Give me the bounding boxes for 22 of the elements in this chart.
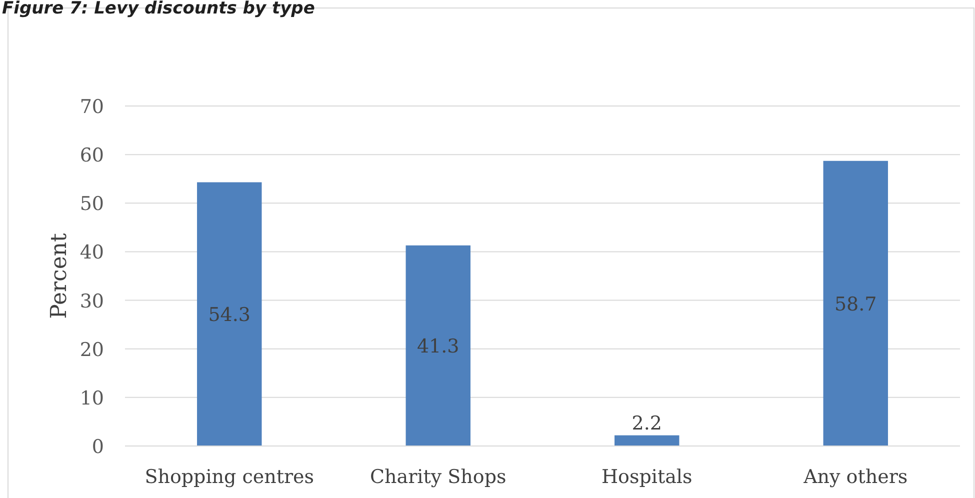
- data-label: 58.7: [834, 293, 877, 316]
- data-label: 41.3: [416, 336, 460, 358]
- y-tick-label: 40: [80, 242, 104, 264]
- y-tick-label: 70: [80, 96, 104, 118]
- data-label: 54.3: [208, 304, 251, 326]
- x-tick-label: Any others: [802, 466, 908, 488]
- chart-title: Figure 7: Levy discounts by type: [2, 0, 315, 19]
- bar: [823, 160, 888, 446]
- y-tick-label: 50: [80, 193, 104, 216]
- y-axis-title: Percent: [47, 232, 72, 319]
- bar: [197, 182, 262, 446]
- x-tick-label: Hospitals: [601, 466, 692, 488]
- y-tick-label: 20: [80, 338, 104, 361]
- y-tick-label: 10: [80, 387, 104, 410]
- data-label: 2.2: [632, 412, 662, 434]
- x-tick-label: Charity Shops: [370, 466, 506, 488]
- bar: [614, 435, 680, 446]
- y-tick-label: 60: [80, 144, 104, 167]
- bar: [406, 245, 470, 446]
- x-tick-label: Shopping centres: [144, 466, 314, 488]
- y-tick-label: 0: [92, 436, 104, 458]
- y-tick-label: 30: [80, 290, 104, 312]
